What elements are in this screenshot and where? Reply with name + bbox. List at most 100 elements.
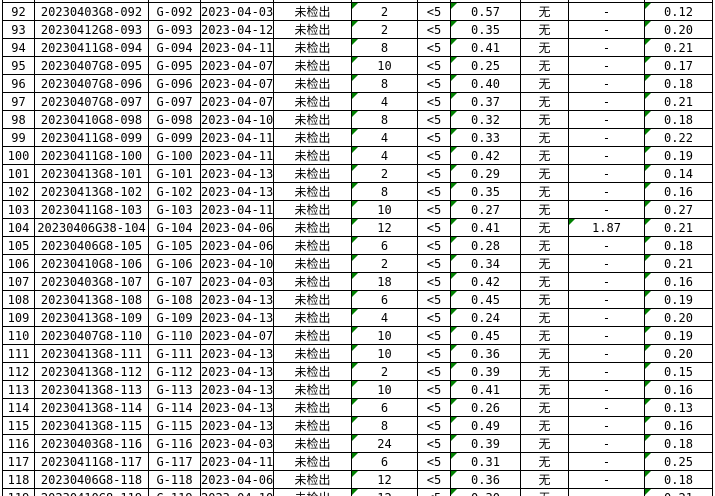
cell[interactable]: - bbox=[568, 182, 645, 201]
cell[interactable]: 0.27 bbox=[450, 200, 521, 219]
cell[interactable]: 109 bbox=[2, 308, 35, 327]
cell[interactable]: 4 bbox=[351, 128, 418, 147]
cell[interactable]: 0.21 bbox=[644, 218, 713, 237]
cell[interactable]: 98 bbox=[2, 110, 35, 129]
cell[interactable]: - bbox=[568, 362, 645, 381]
cell[interactable]: G-108 bbox=[148, 290, 201, 309]
cell[interactable]: 未检出 bbox=[273, 470, 352, 489]
cell[interactable]: 2023-04-12 bbox=[200, 20, 274, 39]
cell[interactable]: 20230406G8-118 bbox=[34, 470, 149, 489]
cell[interactable]: 20230413G8-101 bbox=[34, 164, 149, 183]
cell[interactable]: 20230406G8-105 bbox=[34, 236, 149, 255]
cell[interactable]: 2023-04-13 bbox=[200, 164, 274, 183]
cell[interactable]: 未检出 bbox=[273, 272, 352, 291]
cell[interactable]: 未检出 bbox=[273, 56, 352, 75]
cell[interactable]: 6 bbox=[351, 236, 418, 255]
cell[interactable]: 2023-04-07 bbox=[200, 74, 274, 93]
cell[interactable]: 0.34 bbox=[450, 254, 521, 273]
cell[interactable]: 0.21 bbox=[644, 254, 713, 273]
cell[interactable]: 未检出 bbox=[273, 200, 352, 219]
cell[interactable]: 20230413G8-114 bbox=[34, 398, 149, 417]
cell[interactable]: 0.21 bbox=[644, 92, 713, 111]
cell[interactable]: 12 bbox=[351, 488, 418, 496]
cell[interactable]: 未检出 bbox=[273, 20, 352, 39]
cell[interactable]: 0.30 bbox=[450, 488, 521, 496]
cell[interactable]: - bbox=[568, 452, 645, 471]
cell[interactable]: 0.41 bbox=[450, 38, 521, 57]
cell[interactable]: 4 bbox=[351, 308, 418, 327]
cell[interactable]: <5 bbox=[417, 200, 451, 219]
cell[interactable]: <5 bbox=[417, 398, 451, 417]
cell[interactable]: 0.33 bbox=[450, 128, 521, 147]
cell[interactable]: <5 bbox=[417, 164, 451, 183]
cell[interactable]: 92 bbox=[2, 2, 35, 21]
cell[interactable]: 0.17 bbox=[644, 56, 713, 75]
cell[interactable]: 未检出 bbox=[273, 236, 352, 255]
cell[interactable]: 20230413G8-102 bbox=[34, 182, 149, 201]
cell[interactable]: 20230407G8-110 bbox=[34, 326, 149, 345]
cell[interactable]: <5 bbox=[417, 110, 451, 129]
cell[interactable]: 0.24 bbox=[450, 308, 521, 327]
cell[interactable]: 20230413G8-112 bbox=[34, 362, 149, 381]
cell[interactable]: - bbox=[568, 146, 645, 165]
cell[interactable]: 2023-04-10 bbox=[200, 110, 274, 129]
cell[interactable]: 111 bbox=[2, 344, 35, 363]
cell[interactable]: 无 bbox=[520, 2, 569, 21]
cell[interactable]: 2023-04-07 bbox=[200, 56, 274, 75]
cell[interactable]: 2023-04-10 bbox=[200, 488, 274, 496]
cell[interactable]: 2023-04-11 bbox=[200, 200, 274, 219]
cell[interactable]: 0.13 bbox=[644, 398, 713, 417]
cell[interactable]: 无 bbox=[520, 326, 569, 345]
cell[interactable]: 20230413G8-109 bbox=[34, 308, 149, 327]
cell[interactable]: 0.41 bbox=[450, 380, 521, 399]
cell[interactable]: G-112 bbox=[148, 362, 201, 381]
cell[interactable]: 2 bbox=[351, 164, 418, 183]
cell[interactable]: <5 bbox=[417, 290, 451, 309]
cell[interactable]: 10 bbox=[351, 344, 418, 363]
cell[interactable]: - bbox=[568, 128, 645, 147]
cell[interactable]: G-119 bbox=[148, 488, 201, 496]
cell[interactable]: <5 bbox=[417, 56, 451, 75]
cell[interactable]: 8 bbox=[351, 74, 418, 93]
cell[interactable]: 0.42 bbox=[450, 272, 521, 291]
cell[interactable]: - bbox=[568, 74, 645, 93]
cell[interactable]: G-107 bbox=[148, 272, 201, 291]
cell[interactable]: G-116 bbox=[148, 434, 201, 453]
cell[interactable]: 2023-04-07 bbox=[200, 326, 274, 345]
cell[interactable]: <5 bbox=[417, 344, 451, 363]
cell[interactable]: G-094 bbox=[148, 38, 201, 57]
cell[interactable]: 无 bbox=[520, 434, 569, 453]
cell[interactable]: 无 bbox=[520, 20, 569, 39]
cell[interactable]: 101 bbox=[2, 164, 35, 183]
cell[interactable]: 96 bbox=[2, 74, 35, 93]
cell[interactable]: <5 bbox=[417, 218, 451, 237]
cell[interactable]: <5 bbox=[417, 308, 451, 327]
cell[interactable]: 未检出 bbox=[273, 344, 352, 363]
cell[interactable]: 18 bbox=[351, 272, 418, 291]
cell[interactable]: 2 bbox=[351, 20, 418, 39]
cell[interactable]: 未检出 bbox=[273, 290, 352, 309]
cell[interactable]: 20230411G8-100 bbox=[34, 146, 149, 165]
cell[interactable]: G-100 bbox=[148, 146, 201, 165]
cell[interactable]: - bbox=[568, 488, 645, 496]
cell[interactable]: 未检出 bbox=[273, 182, 352, 201]
cell[interactable]: 20230411G8-103 bbox=[34, 200, 149, 219]
cell[interactable]: 未检出 bbox=[273, 164, 352, 183]
cell[interactable]: <5 bbox=[417, 20, 451, 39]
cell[interactable]: 无 bbox=[520, 398, 569, 417]
cell[interactable]: 未检出 bbox=[273, 74, 352, 93]
cell[interactable]: <5 bbox=[417, 272, 451, 291]
cell[interactable]: 0.18 bbox=[644, 470, 713, 489]
cell[interactable]: 0.49 bbox=[450, 416, 521, 435]
cell[interactable]: 2023-04-03 bbox=[200, 2, 274, 21]
cell[interactable]: 未检出 bbox=[273, 380, 352, 399]
cell[interactable]: 2 bbox=[351, 2, 418, 21]
cell[interactable]: 0.18 bbox=[644, 236, 713, 255]
cell[interactable]: <5 bbox=[417, 452, 451, 471]
cell[interactable]: 无 bbox=[520, 200, 569, 219]
cell[interactable]: 2023-04-11 bbox=[200, 452, 274, 471]
cell[interactable]: G-111 bbox=[148, 344, 201, 363]
cell[interactable]: 无 bbox=[520, 56, 569, 75]
cell[interactable]: 1.87 bbox=[568, 218, 645, 237]
cell[interactable]: G-092 bbox=[148, 2, 201, 21]
